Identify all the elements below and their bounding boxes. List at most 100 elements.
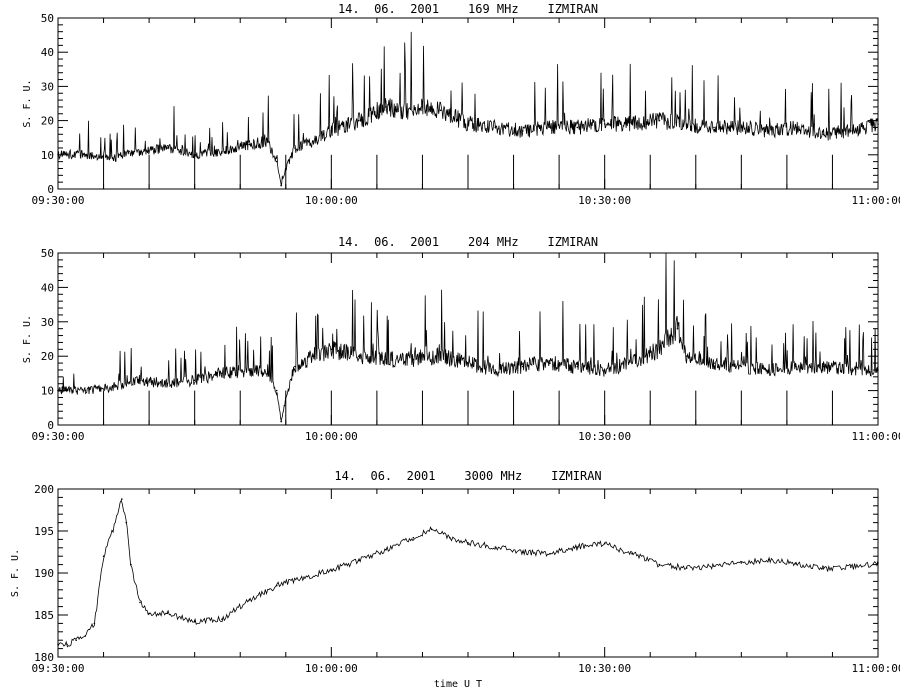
data-point	[275, 160, 278, 163]
data-point	[139, 601, 141, 604]
data-point	[685, 355, 688, 358]
data-point	[549, 552, 551, 555]
data-point	[877, 369, 879, 371]
y-axis-label: S. F. U.	[22, 315, 33, 363]
data-point	[740, 365, 743, 368]
data-point	[75, 639, 77, 641]
data-point	[795, 563, 797, 565]
data-point	[412, 358, 415, 361]
data-point	[713, 565, 715, 568]
data-point	[685, 123, 688, 125]
data-point	[248, 369, 251, 371]
x-tick-label: 11:00:00	[852, 662, 900, 675]
data-point	[84, 389, 87, 392]
data-point	[84, 635, 87, 637]
data-point	[521, 551, 524, 553]
data-point	[57, 154, 59, 156]
data-point	[102, 555, 105, 557]
y-tick-label: 10	[41, 149, 54, 162]
y-tick-label: 20	[41, 115, 54, 128]
data-point	[713, 362, 715, 364]
data-point	[740, 562, 743, 564]
data-point	[877, 562, 879, 564]
data-point	[576, 126, 579, 129]
data-point	[111, 157, 114, 159]
data-point	[330, 569, 333, 572]
data-point	[603, 542, 606, 545]
data-point	[631, 123, 633, 125]
data-point	[357, 119, 360, 122]
data-point	[822, 568, 825, 570]
data-point	[312, 140, 314, 142]
y-tick-label: 30	[41, 316, 54, 329]
data-point	[439, 355, 442, 358]
x-tick-label: 10:30:00	[578, 430, 631, 443]
panel-2: 14. 06. 2001 204 MHz IZMIRAN S. F. U. 09:3…	[22, 235, 900, 443]
data-point	[248, 599, 251, 601]
data-point	[822, 133, 825, 136]
x-tick-label: 09:30:00	[32, 662, 85, 675]
data-point	[685, 567, 688, 569]
data-point	[294, 147, 296, 149]
data-point	[603, 369, 606, 371]
x-tick-label: 10:00:00	[305, 662, 358, 675]
data-point	[280, 420, 283, 423]
data-point	[312, 355, 314, 358]
data-point	[280, 184, 283, 187]
data-point	[275, 389, 278, 392]
data-point	[57, 643, 59, 646]
data-point	[385, 358, 387, 361]
data-point	[849, 369, 852, 371]
data-point	[166, 612, 169, 615]
x-tick-label: 10:30:00	[578, 194, 631, 207]
data-point	[795, 126, 797, 129]
x-tick-label: 09:30:00	[32, 194, 85, 207]
y-tick-label: 40	[41, 46, 54, 59]
y-axis-label: S. F. U.	[10, 549, 21, 597]
panel-title: 14. 06. 2001 169 MHz IZMIRAN	[338, 2, 598, 16]
x-axis-label: time U T	[434, 679, 482, 690]
data-point	[631, 362, 633, 364]
data-point	[294, 365, 296, 368]
data-point	[385, 548, 387, 551]
x-tick-label: 10:00:00	[305, 430, 358, 443]
data-point	[439, 109, 442, 112]
y-tick-label: 0	[47, 419, 54, 432]
data-point	[166, 147, 169, 149]
x-tick-label: 09:30:00	[32, 430, 85, 443]
y-tick-label: 20	[41, 350, 54, 363]
data-point	[549, 362, 551, 364]
data-point	[494, 126, 497, 129]
data-point	[330, 348, 333, 351]
data-point	[421, 106, 424, 108]
data-point	[576, 365, 579, 368]
data-point	[676, 327, 679, 330]
y-tick-label: 30	[41, 80, 54, 93]
data-point	[467, 123, 469, 125]
data-point	[467, 542, 469, 544]
y-tick-label: 185	[34, 609, 54, 622]
data-point	[221, 150, 223, 153]
x-tick-label: 11:00:00	[852, 430, 900, 443]
data-point	[430, 528, 433, 531]
data-point	[111, 530, 114, 532]
data-point	[658, 119, 661, 122]
data-point	[767, 558, 770, 561]
data-point	[631, 552, 633, 555]
data-point	[130, 563, 132, 566]
data-point	[767, 130, 770, 132]
data-point	[849, 566, 852, 568]
data-point	[275, 584, 278, 587]
data-point	[139, 379, 141, 382]
panel-1: 14. 06. 2001 169 MHz IZMIRAN S. F. U. 09:3…	[22, 2, 900, 207]
data-point	[93, 622, 96, 625]
y-tick-label: 195	[34, 525, 54, 538]
data-point	[494, 546, 497, 548]
data-point	[385, 106, 387, 108]
y-tick-label: 200	[34, 483, 54, 496]
series-line	[57, 252, 879, 422]
panel-3: 14. 06. 2001 3000 MHz IZMIRAN S. F. U. 09:…	[10, 469, 900, 690]
data-point	[221, 372, 223, 375]
